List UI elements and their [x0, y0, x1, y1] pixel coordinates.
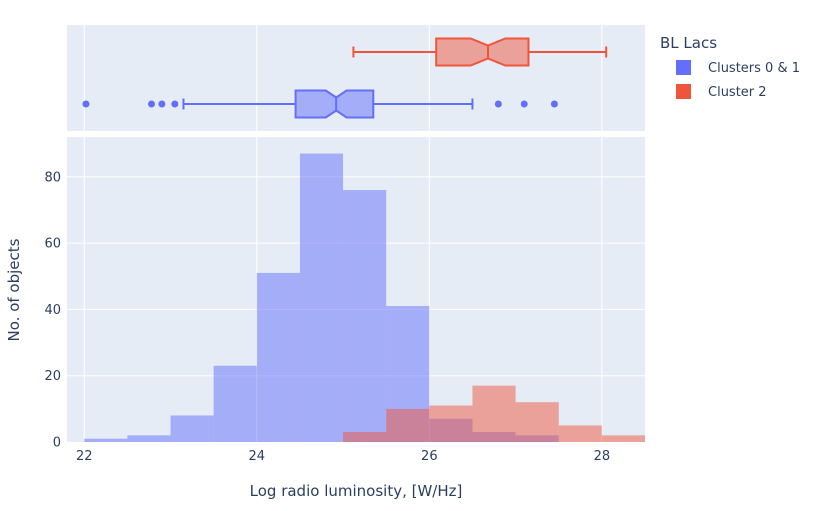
hist-bar-clusters-0-1-4[interactable] [256, 272, 300, 442]
box-body-cluster-2 [435, 37, 530, 67]
legend-label-clusters-0-1: Clusters 0 & 1 [708, 61, 800, 76]
hist-bar-cluster-2-5[interactable] [558, 425, 602, 442]
hist-bar-cluster-2-3[interactable] [472, 385, 516, 442]
tick-labels: 22 24 26 28 0 20 40 60 80 [44, 170, 610, 464]
box-outlier-clusters-0-1-2[interactable] [158, 100, 166, 108]
legend-label-cluster-2: Cluster 2 [708, 85, 767, 100]
box-outlier-clusters-0-1-5[interactable] [520, 100, 528, 108]
box-body-clusters-0-1 [294, 89, 375, 119]
x-tick-label-28: 28 [594, 449, 611, 464]
legend: BL Lacs Clusters 0 & 1 Cluster 2 [660, 34, 800, 100]
hist-bar-cluster-2-6[interactable] [601, 435, 645, 442]
box-outlier-clusters-0-1-6[interactable] [550, 100, 558, 108]
y-tick-label-20: 20 [44, 369, 61, 384]
legend-item-cluster-2[interactable]: Cluster 2 [676, 84, 767, 100]
legend-title: BL Lacs [660, 34, 717, 52]
hist-bar-clusters-0-1-0[interactable] [84, 438, 128, 442]
box-outlier-clusters-0-1-1[interactable] [148, 100, 156, 108]
legend-item-clusters-0-1[interactable]: Clusters 0 & 1 [676, 60, 800, 76]
y-tick-label-0: 0 [53, 436, 61, 451]
hist-bar-cluster-2-4[interactable] [515, 402, 559, 442]
x-tick-label-24: 24 [249, 449, 266, 464]
x-tick-label-26: 26 [421, 449, 438, 464]
box-outlier-clusters-0-1-0[interactable] [82, 100, 90, 108]
hist-bar-clusters-0-1-5[interactable] [299, 153, 344, 442]
legend-swatch-clusters-0-1 [676, 60, 691, 75]
hist-bar-cluster-2-2[interactable] [429, 405, 473, 442]
boxplot-clusters-0-1[interactable] [82, 89, 558, 119]
hist-bar-cluster-2-0[interactable] [343, 432, 387, 442]
hist-bar-clusters-0-1-2[interactable] [170, 415, 214, 442]
hist-bar-clusters-0-1-6[interactable] [343, 190, 387, 442]
legend-swatch-cluster-2 [676, 84, 691, 99]
y-tick-label-60: 60 [44, 237, 61, 252]
box-outlier-clusters-0-1-3[interactable] [171, 100, 179, 108]
hist-bar-cluster-2-1[interactable] [386, 408, 430, 442]
y-tick-label-40: 40 [44, 303, 61, 318]
y-axis-title: No. of objects [5, 238, 23, 341]
x-axis-title: Log radio luminosity, [W/Hz] [250, 482, 463, 500]
hist-bar-clusters-0-1-3[interactable] [213, 365, 257, 442]
box-outlier-clusters-0-1-4[interactable] [494, 100, 502, 108]
histogram-layer [84, 153, 645, 442]
y-tick-label-80: 80 [44, 170, 61, 185]
hist-bar-clusters-0-1-1[interactable] [127, 435, 171, 442]
boxplot-layer [82, 37, 608, 119]
x-tick-label-22: 22 [76, 449, 93, 464]
boxplot-cluster-2[interactable] [352, 37, 608, 67]
